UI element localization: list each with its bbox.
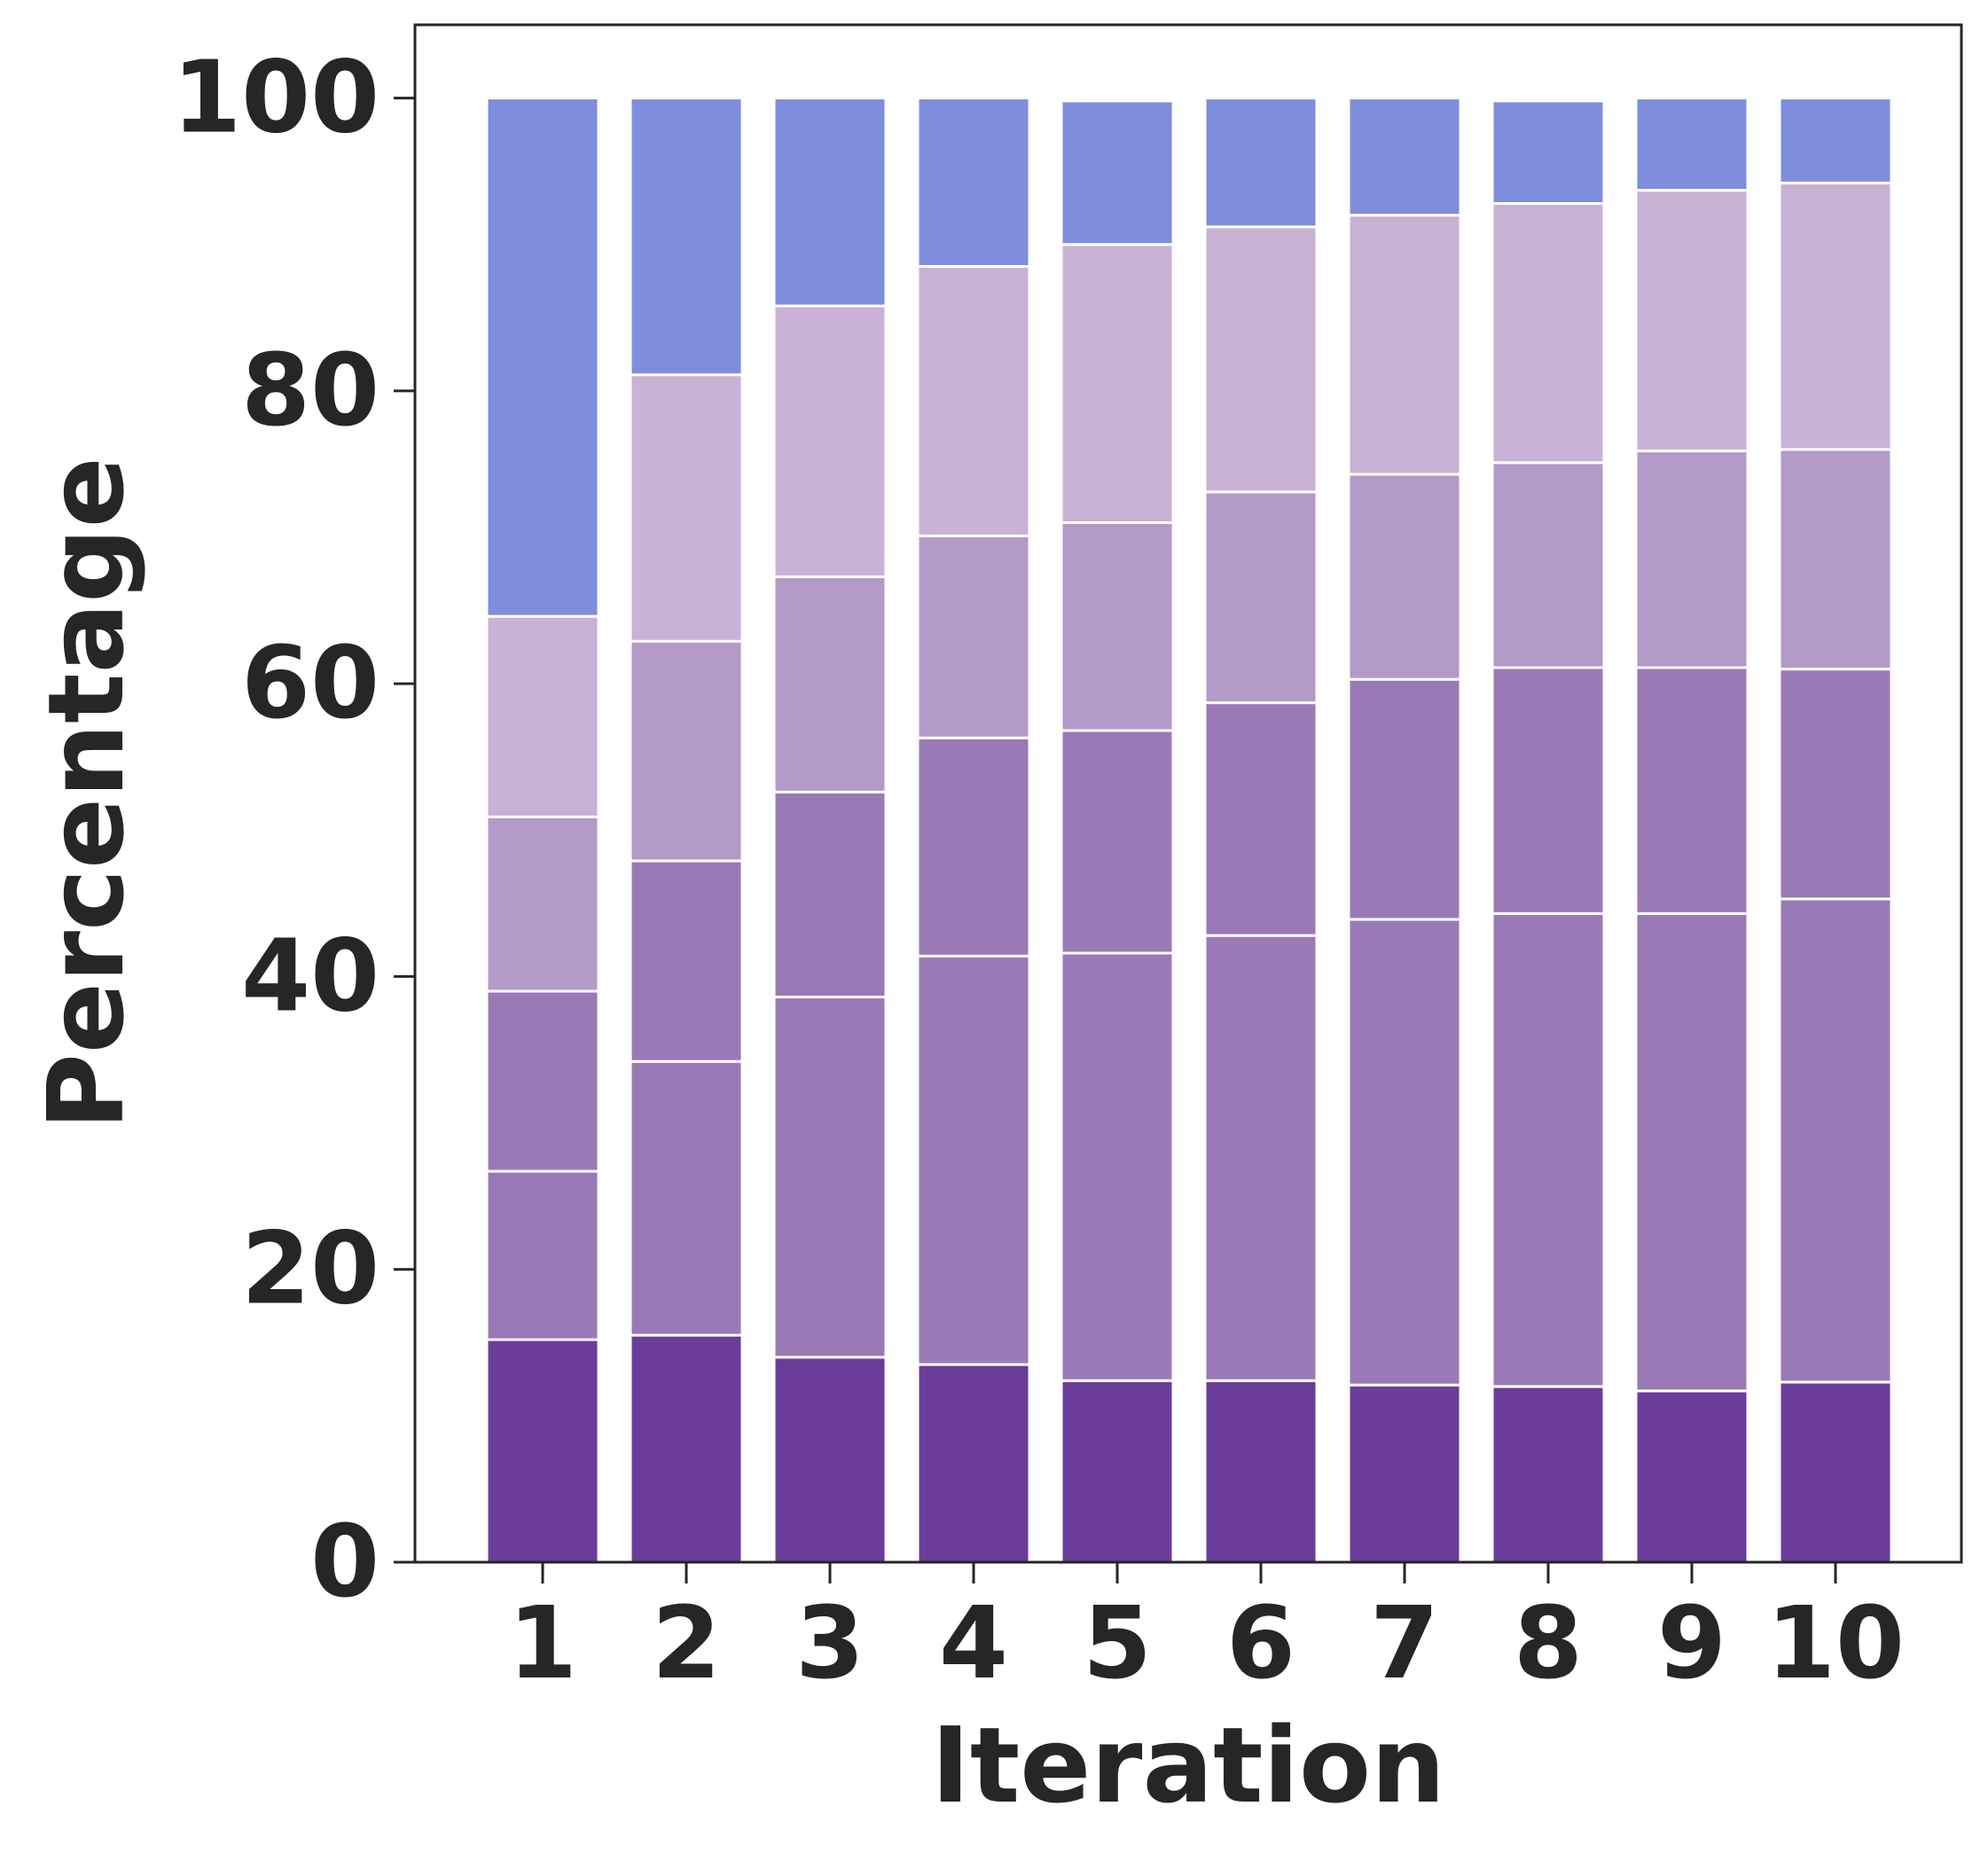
bar-segment-6-4 [1203, 490, 1319, 705]
bar-segment-2-4 [629, 639, 744, 863]
bar-segment-5-1 [1060, 1379, 1175, 1564]
bar-segment-3-6 [772, 97, 888, 308]
x-tick-label-8: 8 [1514, 1586, 1583, 1701]
bar-segment-1-5 [485, 614, 600, 818]
bar-segment-2-1 [629, 1333, 744, 1564]
bar-segment-10-4 [1778, 448, 1893, 671]
bar-segment-9-1 [1634, 1389, 1749, 1564]
bar-segment-6-5 [1203, 225, 1319, 494]
bar-segment-5-3 [1060, 729, 1175, 955]
x-axis: 1 2 3 4 5 6 7 8 9 10 [508, 1562, 1905, 1701]
bar-segment-7-6 [1347, 97, 1462, 217]
bar-segment-7-3 [1347, 677, 1462, 921]
bar-segment-1-4 [485, 815, 600, 993]
x-tick-label-7: 7 [1370, 1586, 1439, 1701]
bar-segment-7-5 [1347, 214, 1462, 476]
bar-segment-8-4 [1491, 461, 1606, 669]
bar-segment-5-4 [1060, 520, 1175, 732]
bar-segment-6-2 [1203, 934, 1319, 1382]
bar-segment-9-2 [1634, 911, 1749, 1393]
bar-segment-8-1 [1491, 1385, 1606, 1564]
bar-segment-1-2 [485, 1169, 600, 1341]
x-tick-label-3: 3 [795, 1586, 865, 1701]
y-tick-label-0: 0 [310, 1505, 380, 1620]
y-axis-label: Percentage [25, 457, 147, 1130]
bar-segment-4-6 [916, 97, 1031, 268]
bar-segment-4-5 [916, 264, 1031, 537]
bar-segment-1-3 [485, 989, 600, 1173]
bar-segment-1-1 [485, 1338, 600, 1564]
bar-segment-8-5 [1491, 201, 1606, 465]
y-axis: 0 20 40 60 80 100 [172, 41, 415, 1620]
bar-segment-2-2 [629, 1059, 744, 1337]
x-tick-label-9: 9 [1657, 1586, 1726, 1701]
y-tick-label-40: 40 [241, 919, 380, 1034]
bar-segment-4-3 [916, 736, 1031, 958]
bar-segment-7-4 [1347, 473, 1462, 681]
bar-segment-9-3 [1634, 666, 1749, 915]
bar-segment-10-1 [1778, 1380, 1893, 1564]
bar-segment-4-1 [916, 1363, 1031, 1564]
bar-segment-7-1 [1347, 1383, 1462, 1564]
bar-segment-5-2 [1060, 951, 1175, 1382]
bar-segment-9-5 [1634, 189, 1749, 453]
bar-segment-9-4 [1634, 450, 1749, 669]
bar-segment-3-5 [772, 304, 888, 579]
x-tick-label-5: 5 [1083, 1586, 1152, 1701]
plot-frame [413, 23, 1963, 1564]
bar-segment-10-3 [1778, 668, 1893, 901]
bar-segment-3-1 [772, 1356, 888, 1564]
bar-segment-10-5 [1778, 181, 1893, 451]
bar-segment-6-1 [1203, 1379, 1319, 1564]
y-tick-label-100: 100 [172, 41, 380, 156]
bar-segment-6-3 [1203, 701, 1319, 937]
y-tick-label-20: 20 [241, 1212, 380, 1327]
bar-segment-8-6 [1491, 99, 1606, 205]
bar-segment-2-5 [629, 373, 744, 643]
y-tick-label-80: 80 [241, 333, 380, 449]
bar-segment-2-6 [629, 97, 744, 377]
bar-segment-10-6 [1778, 97, 1893, 184]
bar-segment-3-3 [772, 790, 888, 999]
bar-segment-5-6 [1060, 99, 1175, 246]
y-tick-label-60: 60 [241, 626, 380, 741]
bar-segment-10-2 [1778, 897, 1893, 1384]
bar-segment-3-2 [772, 996, 888, 1359]
bar-segment-9-6 [1634, 97, 1749, 192]
bar-segment-4-2 [916, 954, 1031, 1366]
bar-segment-2-3 [629, 859, 744, 1063]
bar-segment-4-4 [916, 534, 1031, 739]
bar-segment-8-3 [1491, 666, 1606, 915]
bar-segment-5-5 [1060, 243, 1175, 524]
bar-segment-3-4 [772, 575, 888, 794]
x-axis-label: Iteration [931, 1704, 1445, 1826]
bars-layer [485, 97, 1893, 1564]
bar-segment-1-6 [485, 97, 600, 618]
x-tick-label-1: 1 [508, 1586, 577, 1701]
bar-segment-6-6 [1203, 97, 1319, 229]
x-tick-label-4: 4 [939, 1586, 1008, 1701]
x-tick-label-6: 6 [1226, 1586, 1295, 1701]
bar-segment-7-2 [1347, 918, 1462, 1387]
x-tick-label-2: 2 [652, 1586, 721, 1701]
x-tick-label-10: 10 [1766, 1586, 1905, 1701]
bar-segment-8-2 [1491, 911, 1606, 1388]
